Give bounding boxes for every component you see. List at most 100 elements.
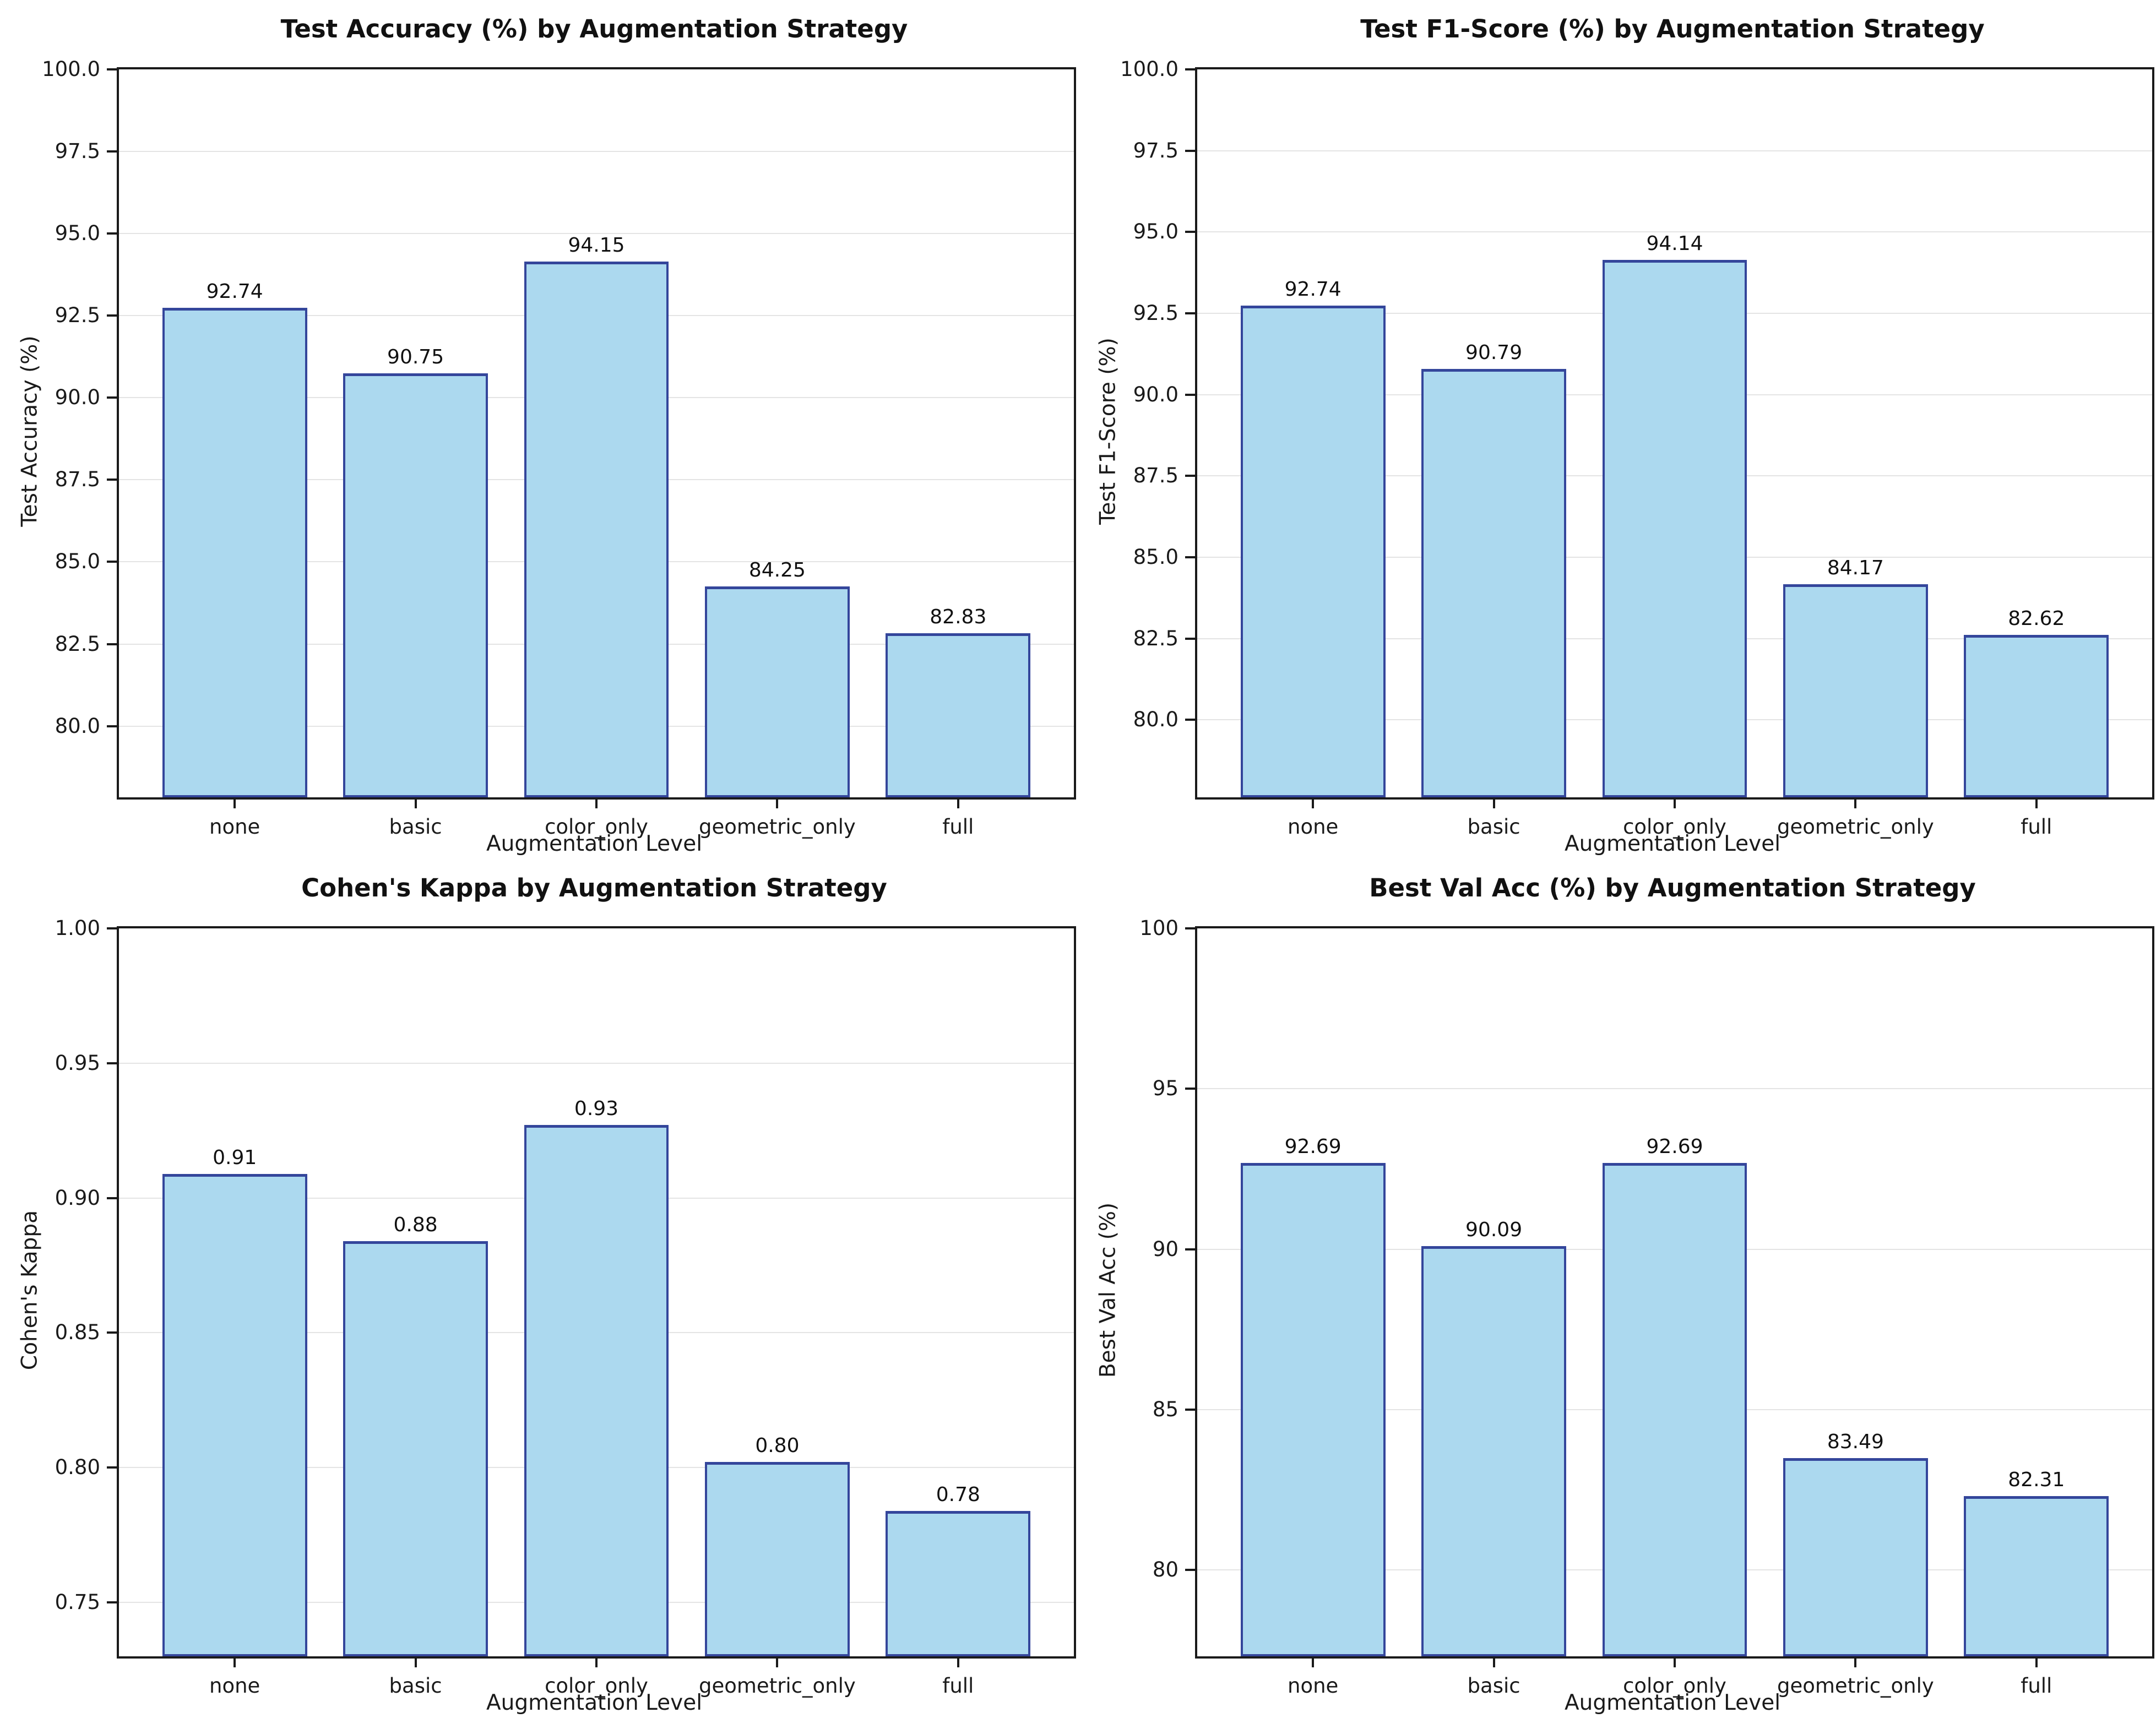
bar-value-label: 82.83 xyxy=(930,605,987,628)
y-tick-mark xyxy=(1185,231,1197,233)
plot-area: 80.0 82.5 85.0 87.5 90.0 92.5 95.0 97.5 100.0 92.… xyxy=(42,58,1076,839)
y-tick-mark xyxy=(107,314,119,317)
bar-color_only xyxy=(1602,1162,1747,1656)
bar-geometric_only xyxy=(1783,584,1928,797)
bar-basic xyxy=(1421,1246,1566,1656)
bar-full xyxy=(886,633,1031,797)
x-tick-mark xyxy=(414,797,417,808)
x-tick-label: geometric_only xyxy=(1777,815,1934,839)
y-axis-label: Test Accuracy (%) xyxy=(17,335,42,527)
y-tick-label: 100.0 xyxy=(1120,57,1179,81)
y-axis-label: Best Val Acc (%) xyxy=(1095,1202,1121,1378)
y-tick-label: 95 xyxy=(1152,1077,1179,1101)
bar-none xyxy=(162,307,307,797)
y-tick-mark xyxy=(1185,556,1197,559)
x-axis-label: Augmentation Level xyxy=(1564,1690,1781,1715)
x-tick-label: full xyxy=(2021,1674,2052,1698)
bar-value-label: 92.69 xyxy=(1646,1135,1703,1158)
x-tick-label: full xyxy=(942,1674,974,1698)
bar-none xyxy=(1240,1162,1386,1656)
bar-value-label: 0.88 xyxy=(393,1213,438,1236)
x-tick-label: color_only xyxy=(1623,1674,1726,1698)
y-tick-mark xyxy=(107,643,119,645)
x-tick-mark xyxy=(957,1656,959,1667)
gridline xyxy=(1197,1088,2152,1090)
gridline xyxy=(119,233,1074,235)
bar-color_only xyxy=(1602,260,1747,797)
y-tick-label: 95.0 xyxy=(55,221,100,246)
bar-value-label: 83.49 xyxy=(1827,1430,1884,1453)
x-tick-label: basic xyxy=(389,1674,442,1698)
y-axis-label: Cohen's Kappa xyxy=(17,1210,42,1371)
x-tick-label: geometric_only xyxy=(699,1674,856,1698)
y-tick-label: 82.5 xyxy=(1133,626,1179,650)
x-tick-label: full xyxy=(942,815,974,839)
bar-value-label: 94.14 xyxy=(1646,232,1703,255)
y-tick-mark xyxy=(107,1466,119,1469)
y-tick-mark xyxy=(107,1197,119,1199)
x-tick-mark xyxy=(2035,1656,2038,1667)
y-tick-label: 85 xyxy=(1152,1397,1179,1421)
bar-value-label: 92.69 xyxy=(1284,1135,1342,1158)
bar-none xyxy=(162,1173,307,1656)
x-tick-mark xyxy=(233,1656,236,1667)
x-tick-label: color_only xyxy=(545,815,648,839)
y-tick-mark xyxy=(107,479,119,481)
x-tick-label: geometric_only xyxy=(699,815,856,839)
bar-value-label: 82.31 xyxy=(2008,1468,2065,1491)
y-tick-mark xyxy=(1185,393,1197,396)
y-tick-label: 90 xyxy=(1152,1237,1179,1261)
x-tick-label: basic xyxy=(1467,1674,1520,1698)
bar-value-label: 90.09 xyxy=(1465,1219,1523,1242)
y-tick-mark xyxy=(107,1601,119,1604)
x-axis-label: Augmentation Level xyxy=(486,1690,703,1715)
x-tick-label: full xyxy=(2021,815,2052,839)
x-tick-label: color_only xyxy=(1623,815,1726,839)
bar-basic xyxy=(343,373,488,797)
x-tick-mark xyxy=(414,1656,417,1667)
bar-value-label: 92.74 xyxy=(1284,278,1342,301)
y-tick-label: 85.0 xyxy=(55,550,100,574)
y-tick-mark xyxy=(107,396,119,399)
x-tick-mark xyxy=(776,797,779,808)
x-tick-mark xyxy=(1312,1656,1315,1667)
bar-geometric_only xyxy=(1783,1458,1928,1656)
bar-none xyxy=(1240,305,1386,797)
x-tick-mark xyxy=(1312,797,1315,808)
y-tick-label: 80.0 xyxy=(1133,708,1179,732)
x-tick-mark xyxy=(595,1656,598,1667)
plot-area: 80 85 90 95 100 92.69 none 90.09 basic 92.69 color… xyxy=(1139,917,2154,1698)
y-tick-label: 0.95 xyxy=(55,1051,100,1075)
bar-geometric_only xyxy=(705,586,850,797)
y-tick-label: 85.0 xyxy=(1133,545,1179,569)
bar-value-label: 0.93 xyxy=(574,1097,619,1121)
y-tick-label: 87.5 xyxy=(1133,464,1179,488)
gridline xyxy=(1197,231,2152,233)
bar-value-label: 90.75 xyxy=(387,345,444,368)
bar-basic xyxy=(1421,369,1566,797)
bar-geometric_only xyxy=(705,1462,850,1656)
y-axis-label: Test F1-Score (%) xyxy=(1095,338,1121,525)
x-tick-mark xyxy=(233,797,236,808)
x-tick-mark xyxy=(1492,797,1495,808)
y-tick-label: 1.00 xyxy=(55,916,100,940)
bar-color_only xyxy=(524,261,669,797)
bar-basic xyxy=(343,1241,488,1656)
y-tick-mark xyxy=(1185,637,1197,640)
x-tick-label: none xyxy=(1288,815,1339,839)
x-tick-mark xyxy=(1854,797,1857,808)
y-tick-mark xyxy=(107,150,119,153)
y-tick-mark xyxy=(107,68,119,70)
y-tick-mark xyxy=(1185,149,1197,152)
x-tick-mark xyxy=(776,1656,779,1667)
y-tick-label: 97.5 xyxy=(1133,138,1179,162)
gridline xyxy=(119,151,1074,153)
y-tick-mark xyxy=(1185,1408,1197,1411)
y-tick-label: 82.5 xyxy=(55,632,100,656)
chart-title: Test F1-Score (%) by Augmentation Strate… xyxy=(1360,14,1985,44)
y-tick-mark xyxy=(1185,719,1197,721)
x-axis-label: Augmentation Level xyxy=(486,831,703,856)
bar-color_only xyxy=(524,1125,669,1656)
y-tick-label: 100 xyxy=(1139,916,1179,940)
